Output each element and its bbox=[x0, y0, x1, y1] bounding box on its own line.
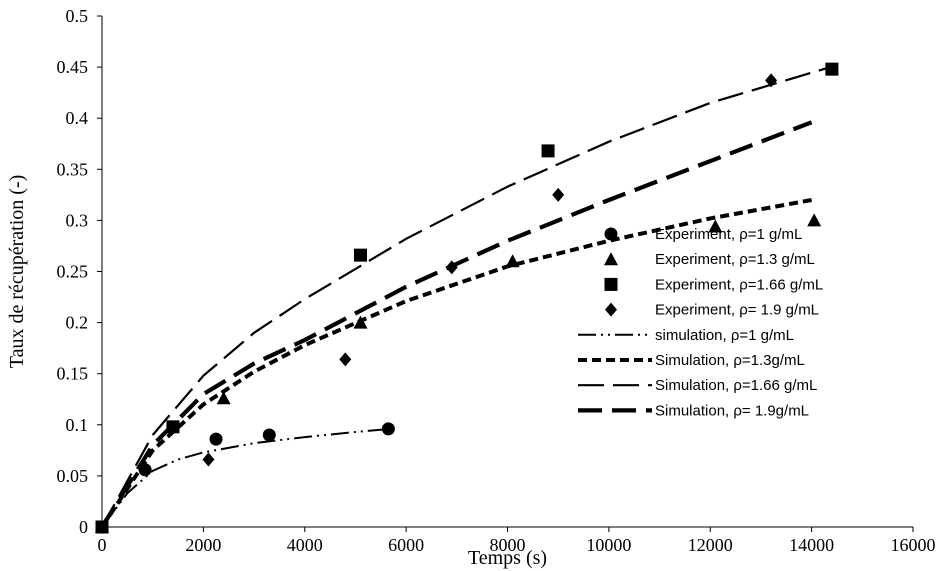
data-point-circle bbox=[138, 463, 152, 477]
series-line-7 bbox=[101, 64, 838, 528]
y-axis-title: Taux de récupération (-) bbox=[6, 175, 28, 369]
x-tick-label: 6000 bbox=[388, 535, 424, 555]
y-tick-label: 0.45 bbox=[57, 57, 89, 77]
x-tick-label: 16000 bbox=[891, 535, 936, 555]
series-markers bbox=[95, 62, 839, 534]
legend-label: simulation, ρ=1 g/mL bbox=[655, 327, 794, 344]
legend-symbol-triangle bbox=[604, 252, 618, 266]
data-point-triangle bbox=[708, 219, 723, 233]
y-tick-label: 0.3 bbox=[66, 210, 89, 230]
legend-label: Simulation, ρ=1.66 g/mL bbox=[655, 377, 817, 394]
legend-label: Experiment, ρ= 1.9 g/mL bbox=[655, 302, 819, 319]
legend: Experiment, ρ=1 g/mL Experiment, ρ=1.3 g/… bbox=[578, 226, 823, 419]
data-point-triangle bbox=[353, 315, 368, 329]
x-tick-label: 2000 bbox=[185, 535, 221, 555]
x-tick-label: 10000 bbox=[586, 535, 631, 555]
data-point-square bbox=[541, 144, 555, 158]
data-point-diamond bbox=[445, 260, 458, 275]
data-point-circle bbox=[262, 428, 276, 442]
data-point-circle bbox=[381, 422, 395, 436]
data-point-square bbox=[166, 420, 180, 434]
axes: 0 2000 4000 6000 8000 10000 12000 14000 16000 0 0.… bbox=[57, 6, 936, 555]
y-tick-label: 0.35 bbox=[57, 159, 89, 179]
series-line-8 bbox=[100, 120, 813, 529]
data-point-diamond bbox=[202, 452, 215, 467]
legend-label: Simulation, ρ= 1.9g/mL bbox=[655, 402, 809, 419]
y-tick-label: 0.2 bbox=[66, 313, 89, 333]
y-tick-label: 0.15 bbox=[57, 364, 89, 384]
series-line-5 bbox=[101, 427, 391, 528]
data-point-triangle bbox=[216, 391, 231, 405]
x-axis-title: Temps (s) bbox=[468, 547, 547, 569]
legend-label: Experiment, ρ=1 g/mL bbox=[655, 226, 802, 243]
data-point-diamond bbox=[96, 520, 108, 534]
x-tick-label: 14000 bbox=[789, 535, 834, 555]
data-point-circle bbox=[209, 432, 223, 446]
x-tick-label: 0 bbox=[98, 535, 107, 555]
data-point-diamond bbox=[339, 352, 352, 367]
y-tick-label: 0.05 bbox=[57, 466, 89, 486]
data-point-square bbox=[825, 62, 839, 76]
y-tick-label: 0.1 bbox=[66, 415, 89, 435]
legend-label: Experiment, ρ=1.66 g/mL bbox=[655, 276, 823, 293]
y-tick-label: 0 bbox=[79, 517, 88, 537]
legend-label: Experiment, ρ=1.3 g/mL bbox=[655, 251, 815, 268]
y-tick-label: 0.4 bbox=[66, 108, 89, 128]
y-tick-label: 0.5 bbox=[66, 6, 89, 26]
data-point-diamond bbox=[765, 73, 778, 88]
y-tick-label: 0.25 bbox=[57, 262, 89, 282]
legend-label: Simulation, ρ=1.3g/mL bbox=[655, 352, 805, 369]
legend-symbol-square bbox=[604, 277, 618, 291]
x-tick-label: 4000 bbox=[287, 535, 323, 555]
data-point-square bbox=[354, 248, 368, 262]
x-tick-label: 8000 bbox=[490, 535, 526, 555]
data-point-diamond bbox=[552, 187, 565, 202]
legend-symbol-diamond bbox=[605, 302, 617, 317]
x-tick-label: 12000 bbox=[688, 535, 733, 555]
legend-symbol-circle bbox=[604, 227, 618, 241]
data-point-triangle bbox=[505, 254, 520, 268]
data-point-triangle bbox=[807, 213, 822, 227]
